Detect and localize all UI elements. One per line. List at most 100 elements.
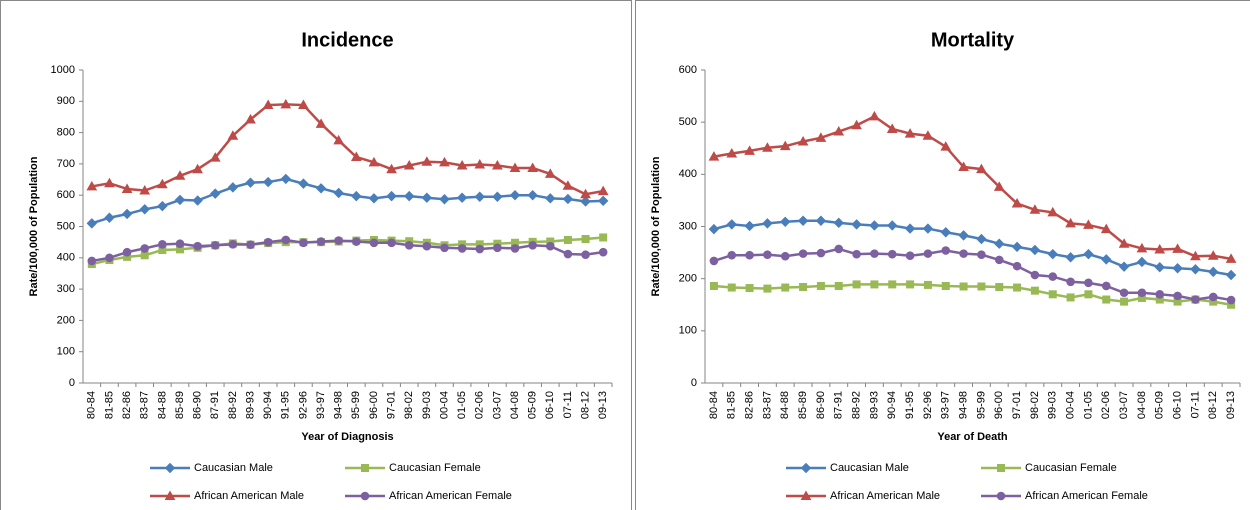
data-point <box>105 253 114 263</box>
x-tick-label: 95-99 <box>350 391 362 419</box>
chart-title: Mortality <box>931 29 1015 51</box>
data-point <box>581 235 590 244</box>
data-point <box>1154 243 1166 254</box>
x-tick-label: 82-86 <box>121 391 133 419</box>
data-point <box>1029 244 1041 256</box>
data-point <box>457 244 467 253</box>
data-point <box>958 230 969 241</box>
series-line <box>91 177 604 225</box>
data-point <box>1118 238 1130 248</box>
data-point <box>386 190 397 202</box>
data-point <box>1101 281 1111 291</box>
data-point <box>1047 206 1059 217</box>
x-tick-label: 05-09 <box>1154 391 1166 419</box>
data-point <box>210 240 220 250</box>
data-point <box>1048 272 1058 281</box>
data-point <box>403 159 415 170</box>
data-point <box>1226 295 1236 305</box>
data-point <box>1190 264 1201 275</box>
x-tick-label: 05-09 <box>527 391 539 419</box>
data-point <box>1102 295 1111 304</box>
data-point <box>1030 270 1040 280</box>
data-point <box>744 220 755 232</box>
data-point <box>1084 278 1093 288</box>
data-point <box>1083 219 1094 229</box>
legend-label: Caucasian Male <box>194 462 273 474</box>
x-tick-label: 01-05 <box>1082 391 1094 419</box>
y-tick-label: 100 <box>679 325 697 337</box>
x-tick-label: 87-91 <box>833 391 845 419</box>
data-point <box>474 159 486 169</box>
data-point <box>940 227 951 238</box>
data-point <box>421 156 433 166</box>
data-point <box>976 233 987 245</box>
data-point <box>439 156 450 167</box>
data-point <box>726 219 737 230</box>
data-point <box>87 256 97 266</box>
legend-label: Caucasian Female <box>389 462 481 474</box>
x-tick-label: 08-12 <box>1207 391 1219 419</box>
data-point <box>1013 283 1022 292</box>
data-point <box>763 284 772 293</box>
data-point <box>334 236 343 245</box>
y-axis-title: Rate/100,000 of Population <box>650 156 662 296</box>
data-point <box>1120 297 1129 306</box>
x-tick-label: 92-96 <box>297 391 309 419</box>
x-tick-label: 84-88 <box>779 391 791 419</box>
data-point <box>528 240 537 250</box>
panel-border <box>635 0 1250 510</box>
data-point <box>422 241 432 251</box>
y-tick-label: 300 <box>679 220 697 232</box>
x-tick-label: 97-01 <box>1011 391 1023 419</box>
legend-marker <box>361 464 369 472</box>
data-point <box>510 244 520 253</box>
data-point <box>139 184 151 195</box>
data-point <box>781 283 790 292</box>
data-point <box>227 182 239 193</box>
data-point <box>209 152 221 162</box>
data-point <box>780 216 791 228</box>
data-point <box>870 249 879 258</box>
y-tick-label: 400 <box>57 252 75 264</box>
data-point <box>245 113 256 124</box>
x-tick-label: 95-99 <box>975 391 987 419</box>
data-point <box>158 240 167 249</box>
y-tick-label: 800 <box>57 127 75 139</box>
x-tick-label: 99-03 <box>1047 391 1059 419</box>
data-point <box>156 178 168 189</box>
data-point <box>562 193 574 205</box>
data-point <box>1066 277 1075 287</box>
data-point <box>563 249 573 259</box>
data-point <box>298 99 309 110</box>
data-point <box>941 246 951 255</box>
data-point <box>193 241 202 251</box>
data-point <box>780 251 790 261</box>
y-tick-label: 1000 <box>51 64 75 76</box>
data-point <box>852 280 861 289</box>
data-point <box>708 151 720 161</box>
data-point <box>1030 286 1039 295</box>
data-point <box>315 183 327 194</box>
data-point <box>227 130 239 140</box>
x-tick-label: 01-05 <box>456 391 468 419</box>
data-point <box>386 163 397 174</box>
legend-label: African American Male <box>194 490 304 502</box>
data-point <box>993 181 1005 191</box>
x-tick-label: 92-96 <box>922 391 934 419</box>
data-point <box>1172 263 1183 274</box>
data-point <box>726 147 738 158</box>
data-point <box>245 177 256 188</box>
x-tick-label: 90-94 <box>886 391 898 419</box>
data-point <box>977 250 986 259</box>
data-point <box>597 195 609 207</box>
data-point <box>351 190 362 202</box>
data-point <box>580 188 591 199</box>
data-point <box>1083 248 1094 260</box>
data-point <box>440 243 449 253</box>
data-point <box>475 244 485 254</box>
data-point <box>599 233 608 242</box>
legend-marker <box>164 462 176 474</box>
data-point <box>263 237 273 247</box>
data-point <box>545 193 556 204</box>
